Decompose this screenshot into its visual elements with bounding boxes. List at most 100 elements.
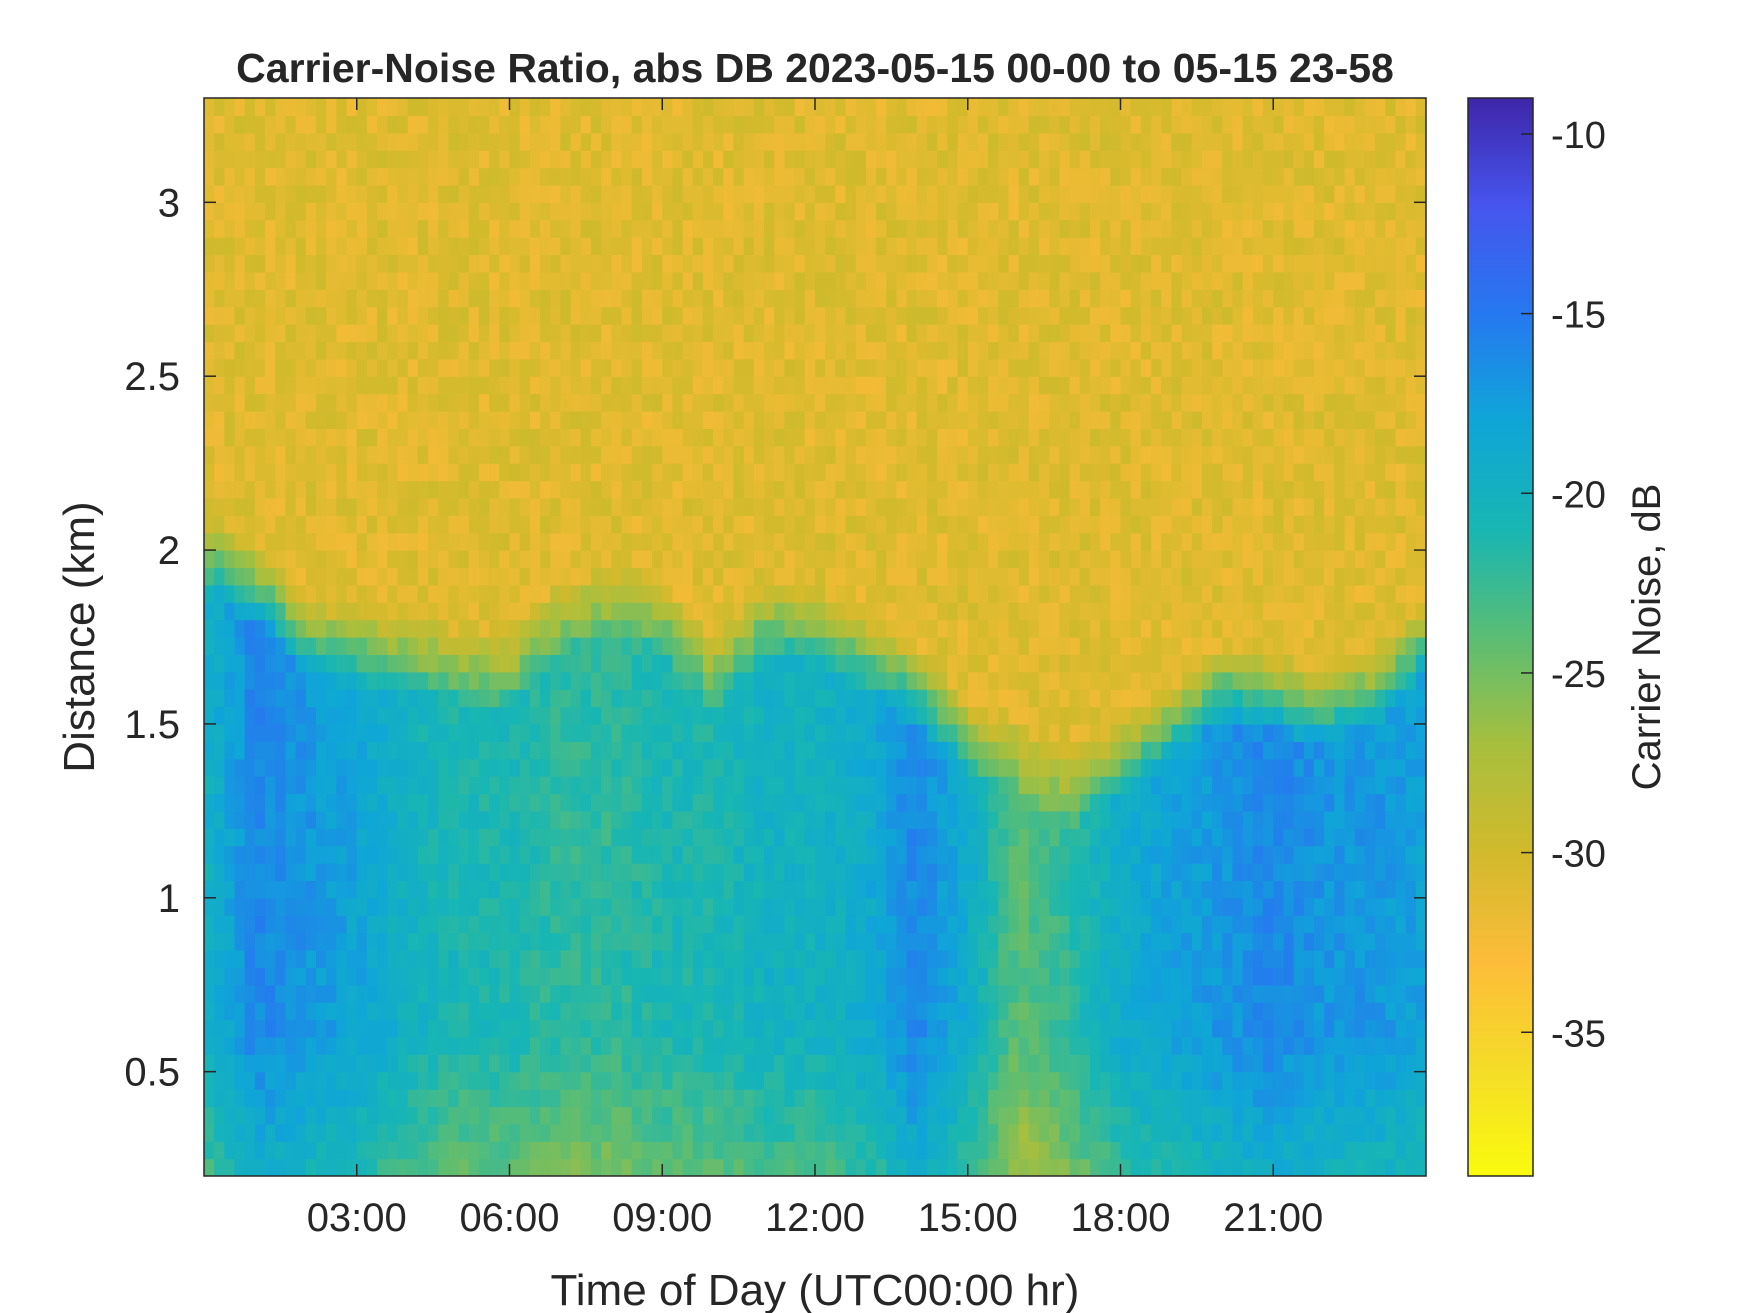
heatmap-cell [682, 932, 694, 951]
heatmap-cell [234, 463, 246, 482]
heatmap-cell [428, 1071, 439, 1090]
heatmap-cell [692, 410, 704, 429]
heatmap-cell [519, 880, 531, 899]
heatmap-cell [835, 793, 847, 812]
heatmap-cell [957, 741, 969, 760]
heatmap-cell [234, 393, 246, 412]
heatmap-cell [937, 689, 948, 708]
heatmap-cell [377, 515, 388, 534]
heatmap-cell [560, 219, 572, 238]
heatmap-cell [1008, 584, 1020, 603]
heatmap-cell [438, 810, 449, 829]
heatmap-cell [743, 324, 755, 343]
heatmap-cell [988, 567, 999, 586]
heatmap-cell [468, 689, 480, 708]
heatmap-cell [366, 706, 378, 725]
heatmap-cell [265, 445, 276, 464]
heatmap-cell [937, 463, 948, 482]
heatmap-cell [509, 410, 521, 429]
heatmap-cell [234, 271, 246, 290]
heatmap-cell [977, 671, 989, 690]
heatmap-cell [804, 428, 816, 447]
heatmap-cell [336, 150, 348, 169]
heatmap-cell [458, 949, 470, 968]
heatmap-cell [285, 1123, 297, 1142]
heatmap-cell [886, 706, 898, 725]
heatmap-cell [906, 376, 918, 395]
heatmap-cell [896, 341, 908, 360]
heatmap-cell [662, 341, 674, 360]
heatmap-cell [702, 132, 714, 151]
heatmap-cell [855, 967, 867, 986]
heatmap-cell [753, 202, 765, 221]
heatmap-cell [580, 497, 592, 516]
heatmap-cell [937, 758, 948, 777]
heatmap-cell [743, 219, 755, 238]
heatmap-cell [621, 932, 633, 951]
heatmap-cell [672, 324, 684, 343]
heatmap-cell [214, 184, 225, 203]
heatmap-cell [682, 741, 694, 760]
heatmap-cell [977, 1036, 989, 1055]
heatmap-cell [387, 654, 399, 673]
heatmap-cell [560, 619, 572, 638]
heatmap-cell [489, 810, 500, 829]
heatmap-cell [275, 445, 287, 464]
heatmap-cell [580, 254, 592, 273]
heatmap-cell [794, 654, 806, 673]
heatmap-cell [285, 515, 297, 534]
heatmap-cell [529, 637, 541, 655]
heatmap-cell [723, 306, 735, 325]
heatmap-cell [998, 584, 1010, 603]
heatmap-cell [662, 776, 674, 795]
heatmap-cell [896, 150, 908, 169]
heatmap-cell [499, 515, 511, 534]
heatmap-cell [265, 237, 276, 256]
heatmap-cell [448, 793, 460, 812]
heatmap-cell [295, 115, 307, 134]
heatmap-cell [896, 671, 908, 690]
heatmap-cell [356, 1071, 368, 1090]
heatmap-cell [988, 393, 999, 412]
heatmap-cell [845, 810, 857, 829]
heatmap-cell [794, 793, 806, 812]
heatmap-cell [692, 949, 704, 968]
heatmap-cell [204, 480, 215, 499]
heatmap-cell [621, 984, 633, 1003]
heatmap-cell [927, 967, 938, 986]
heatmap-cell [967, 532, 979, 551]
heatmap-cell [672, 584, 684, 603]
heatmap-cell [947, 1141, 959, 1160]
heatmap-cell [804, 237, 816, 256]
heatmap-cell [204, 1054, 215, 1073]
heatmap-cell [977, 410, 989, 429]
heatmap-cell [641, 1036, 653, 1055]
heatmap-cell [407, 393, 419, 412]
heatmap-cell [244, 602, 256, 621]
heatmap-cell [397, 915, 409, 934]
heatmap-cell [886, 254, 898, 273]
heatmap-cell [316, 550, 327, 569]
heatmap-cell [865, 497, 877, 516]
heatmap-cell [468, 984, 480, 1003]
heatmap-cell [387, 463, 399, 482]
heatmap-cell [234, 880, 246, 899]
heatmap-cell [794, 567, 806, 586]
heatmap-cell [214, 410, 225, 429]
heatmap-cell [550, 410, 562, 429]
heatmap-cell [967, 550, 979, 569]
heatmap-cell [774, 932, 786, 951]
heatmap-cell [743, 567, 755, 586]
heatmap-cell [774, 845, 786, 864]
heatmap-cell [631, 445, 643, 464]
heatmap-cell [753, 723, 765, 742]
heatmap-cell [529, 1106, 541, 1125]
heatmap-cell [886, 219, 898, 238]
heatmap-cell [652, 132, 663, 151]
heatmap-cell [601, 410, 612, 429]
heatmap-cell [478, 1036, 490, 1055]
heatmap-cell [346, 637, 358, 655]
heatmap-cell [468, 584, 480, 603]
heatmap-cell [550, 1089, 562, 1108]
heatmap-cell [702, 1089, 714, 1108]
